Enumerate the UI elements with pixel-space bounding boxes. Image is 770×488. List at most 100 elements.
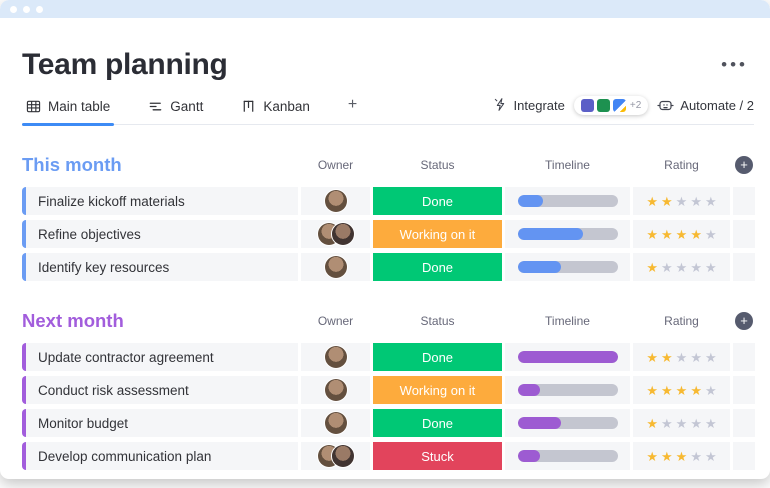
rating-cell[interactable]: ★ ★ ★ ★ ★ [633, 409, 730, 437]
status-cell[interactable]: Done [373, 253, 502, 281]
star-icon[interactable]: ★ [675, 259, 688, 275]
owner-avatar[interactable] [324, 346, 347, 368]
task-cell[interactable]: Conduct risk assessment [22, 376, 298, 404]
owner-cell[interactable] [301, 220, 370, 248]
owner-cell[interactable] [301, 376, 370, 404]
star-icon[interactable]: ★ [675, 349, 688, 365]
timeline-cell[interactable] [505, 409, 630, 437]
star-icon[interactable]: ★ [646, 193, 659, 209]
star-icon[interactable]: ★ [675, 193, 688, 209]
star-icon[interactable]: ★ [690, 226, 702, 242]
owner-avatar[interactable] [331, 223, 354, 245]
star-icon[interactable]: ★ [646, 415, 659, 431]
task-cell[interactable]: Develop communication plan [22, 442, 298, 470]
owner-cell[interactable] [301, 343, 370, 371]
star-icon[interactable]: ★ [690, 349, 702, 365]
owner-avatar[interactable] [331, 445, 354, 467]
rating-cell[interactable]: ★ ★ ★ ★ ★ [633, 220, 730, 248]
timeline-cell[interactable] [505, 187, 630, 215]
status-cell[interactable]: Done [373, 343, 502, 371]
owner-cell[interactable] [301, 409, 370, 437]
tab-kanban[interactable]: Kanban [237, 97, 314, 124]
column-header-status[interactable]: Status [420, 158, 455, 172]
star-icon[interactable]: ★ [675, 382, 688, 398]
column-header-owner[interactable]: Owner [317, 158, 354, 172]
status-cell[interactable]: Working on it [373, 376, 502, 404]
star-icon[interactable]: ★ [690, 382, 702, 398]
owner-avatar[interactable] [324, 190, 347, 212]
integrate-button[interactable]: Integrate [493, 97, 565, 115]
owner-cell[interactable] [301, 442, 370, 470]
rating-cell[interactable]: ★ ★ ★ ★ ★ [633, 343, 730, 371]
star-icon[interactable]: ★ [690, 448, 702, 464]
status-cell[interactable]: Done [373, 187, 502, 215]
star-icon[interactable]: ★ [675, 448, 688, 464]
star-icon[interactable]: ★ [661, 193, 673, 209]
star-icon[interactable]: ★ [661, 448, 673, 464]
status-cell[interactable]: Working on it [373, 220, 502, 248]
task-cell[interactable]: Identify key resources [22, 253, 298, 281]
window-dot[interactable] [23, 5, 30, 13]
window-dot[interactable] [10, 5, 17, 13]
task-cell[interactable]: Update contractor agreement [22, 343, 298, 371]
timeline-cell[interactable] [505, 220, 630, 248]
star-icon[interactable]: ★ [690, 193, 702, 209]
star-icon[interactable]: ★ [661, 349, 673, 365]
owner-avatar[interactable] [324, 256, 347, 278]
star-icon[interactable]: ★ [661, 226, 673, 242]
column-header-rating[interactable]: Rating [664, 158, 699, 172]
column-header-timeline[interactable]: Timeline [545, 314, 590, 328]
timeline-cell[interactable] [505, 376, 630, 404]
star-icon[interactable]: ★ [690, 415, 702, 431]
timeline-cell[interactable] [505, 343, 630, 371]
star-icon[interactable]: ★ [704, 382, 717, 398]
timeline-cell[interactable] [505, 442, 630, 470]
rating-cell[interactable]: ★ ★ ★ ★ ★ [633, 376, 730, 404]
window-dot[interactable] [36, 5, 43, 13]
add-column-button[interactable]: + [735, 156, 753, 174]
owner-cell[interactable] [301, 253, 370, 281]
add-column-button[interactable]: + [735, 312, 753, 330]
star-icon[interactable]: ★ [690, 259, 702, 275]
task-cell[interactable]: Refine objectives [22, 220, 298, 248]
status-cell[interactable]: Done [373, 409, 502, 437]
task-cell[interactable]: Monitor budget [22, 409, 298, 437]
owner-avatar[interactable] [324, 412, 347, 434]
star-icon[interactable]: ★ [661, 382, 673, 398]
rating-cell[interactable]: ★ ★ ★ ★ ★ [633, 442, 730, 470]
star-icon[interactable]: ★ [675, 226, 688, 242]
column-header-status[interactable]: Status [420, 314, 455, 328]
star-icon[interactable]: ★ [704, 226, 717, 242]
star-icon[interactable]: ★ [704, 259, 717, 275]
group-title[interactable]: Next month [22, 310, 124, 331]
integrations-apps-pill[interactable]: +2 [573, 96, 649, 115]
automate-button[interactable]: Automate / 2 [657, 97, 754, 115]
star-icon[interactable]: ★ [661, 259, 673, 275]
board-menu-button[interactable]: ••• [721, 55, 748, 74]
column-header-rating[interactable]: Rating [664, 314, 699, 328]
owner-avatar[interactable] [324, 379, 347, 401]
rating-cell[interactable]: ★ ★ ★ ★ ★ [633, 253, 730, 281]
star-icon[interactable]: ★ [646, 382, 659, 398]
star-icon[interactable]: ★ [646, 226, 659, 242]
star-icon[interactable]: ★ [704, 448, 717, 464]
tab-main-table[interactable]: Main table [22, 97, 115, 126]
star-icon[interactable]: ★ [646, 349, 659, 365]
group-title[interactable]: This month [22, 154, 122, 175]
column-header-timeline[interactable]: Timeline [545, 158, 590, 172]
owner-cell[interactable] [301, 187, 370, 215]
timeline-cell[interactable] [505, 253, 630, 281]
star-icon[interactable]: ★ [646, 448, 659, 464]
star-icon[interactable]: ★ [675, 415, 688, 431]
star-icon[interactable]: ★ [704, 193, 717, 209]
status-cell[interactable]: Stuck [373, 442, 502, 470]
column-header-owner[interactable]: Owner [317, 314, 354, 328]
star-icon[interactable]: ★ [661, 415, 673, 431]
star-icon[interactable]: ★ [646, 259, 659, 275]
star-icon[interactable]: ★ [704, 349, 717, 365]
star-icon[interactable]: ★ [704, 415, 717, 431]
task-cell[interactable]: Finalize kickoff materials [22, 187, 298, 215]
add-view-button[interactable]: + [347, 96, 358, 113]
tab-gantt[interactable]: Gantt [144, 97, 207, 124]
rating-cell[interactable]: ★ ★ ★ ★ ★ [633, 187, 730, 215]
